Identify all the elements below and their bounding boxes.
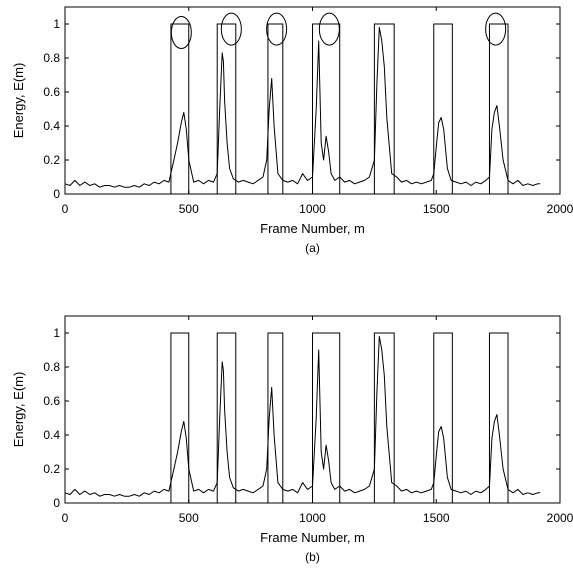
segment-box	[433, 23, 453, 195]
y-tick-label: 0.6	[43, 394, 60, 408]
x-tick-label: 0	[62, 202, 69, 216]
y-tick-label: 0.4	[43, 119, 60, 133]
segment-box	[433, 332, 453, 504]
x-tick-label: 0	[62, 511, 69, 525]
chart-panel-a: 0 500 1000 1500 2000 0 0.2 0.4 0.6 0.8 1 Frame Numb…	[11, 6, 573, 255]
segment-box	[170, 23, 190, 195]
error-ellipse	[485, 12, 507, 46]
y-axis-label: Energy, E(m)	[11, 372, 26, 448]
y-tick-label: 0	[53, 187, 60, 201]
y-tick-label: 0.8	[43, 360, 60, 374]
error-ellipse	[170, 16, 192, 49]
y-tick-label: 0.4	[43, 428, 60, 442]
segment-box	[267, 23, 284, 195]
x-tick-label: 2000	[547, 511, 573, 525]
panel-caption: (b)	[305, 550, 320, 564]
x-tick-label: 500	[179, 202, 199, 216]
x-tick-label: 2000	[547, 202, 573, 216]
y-tick-label: 0.6	[43, 85, 60, 99]
y-tick-label: 0	[53, 496, 60, 510]
energy-series-line	[64, 335, 541, 497]
x-tick-label: 1500	[423, 202, 450, 216]
panel-caption: (a)	[305, 241, 320, 255]
x-axis-label: Frame Number, m	[260, 221, 365, 236]
y-tick-label: 0.8	[43, 51, 60, 65]
x-tick-label: 1000	[299, 511, 326, 525]
y-tick-label: 0.2	[43, 462, 60, 476]
error-ellipse	[318, 12, 340, 46]
error-ellipse	[266, 12, 288, 46]
segment-box	[267, 332, 284, 504]
y-tick-label: 1	[53, 17, 60, 31]
y-axis-label: Energy, E(m)	[11, 63, 26, 139]
chart-panel-b: 0 500 1000 1500 2000 0 0.2 0.4 0.6 0.8 1 Frame Numb…	[11, 315, 573, 564]
energy-series-line	[64, 26, 541, 188]
segment-box	[170, 332, 190, 504]
y-tick-label: 1	[53, 326, 60, 340]
x-tick-label: 500	[179, 511, 199, 525]
error-ellipse	[220, 12, 242, 46]
x-tick-label: 1500	[423, 511, 450, 525]
x-axis-label: Frame Number, m	[260, 530, 365, 545]
y-tick-label: 0.2	[43, 153, 60, 167]
x-tick-label: 1000	[299, 202, 326, 216]
